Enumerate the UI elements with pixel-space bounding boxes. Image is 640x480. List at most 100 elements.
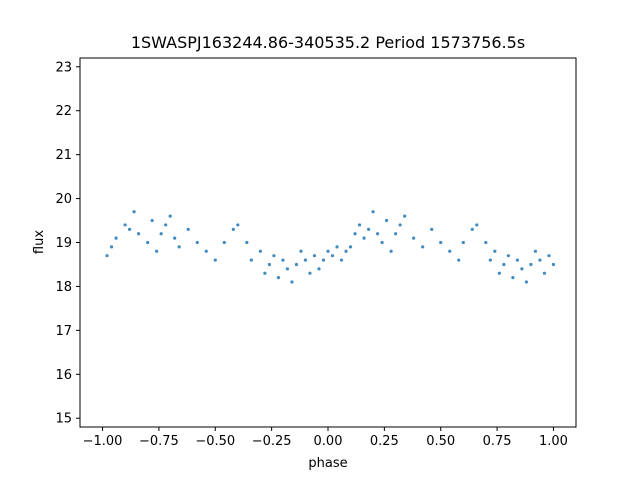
data-point [245, 240, 249, 245]
data-point [177, 245, 181, 249]
data-point [281, 258, 285, 262]
y-tick-label: 18 [55, 280, 72, 295]
data-point [276, 276, 280, 280]
data-point [380, 240, 384, 245]
data-point [105, 254, 109, 258]
data-point [547, 254, 551, 258]
data-point [475, 223, 479, 227]
data-point [439, 240, 443, 245]
data-point [312, 254, 317, 258]
data-point [326, 249, 330, 253]
data-point [249, 258, 253, 262]
data-point [533, 249, 538, 253]
data-point [321, 258, 326, 262]
data-point [488, 258, 492, 262]
data-point [159, 232, 163, 236]
x-tick-label: 0.50 [426, 434, 455, 449]
y-axis-label: flux [32, 230, 47, 254]
data-point [457, 258, 461, 262]
x-tick-label: 0.00 [314, 434, 343, 449]
y-tick-label: 22 [55, 104, 72, 119]
data-point [109, 245, 114, 249]
data-point [493, 249, 497, 253]
x-tick-label: 0.75 [483, 434, 512, 449]
data-point [551, 262, 556, 267]
data-point [164, 223, 168, 227]
x-axis-label: phase [308, 456, 347, 471]
y-tick-label: 17 [55, 324, 72, 339]
data-point [330, 254, 335, 258]
data-point [236, 223, 240, 227]
data-point [461, 240, 465, 245]
data-point [128, 227, 132, 231]
data-point [231, 227, 235, 231]
data-point [470, 227, 474, 231]
data-point [412, 236, 416, 240]
data-point [173, 236, 177, 240]
data-point [222, 240, 226, 245]
data-point [294, 262, 299, 267]
data-point [258, 249, 262, 253]
data-point [520, 267, 524, 271]
y-axis: 15 16 17 18 19 20 21 22 23 [55, 60, 80, 427]
points-layer [105, 210, 556, 284]
x-tick-label: −0.25 [252, 434, 292, 449]
x-tick-label: 0.25 [370, 434, 399, 449]
data-point [389, 249, 393, 253]
data-point [137, 232, 141, 236]
data-point [272, 254, 276, 258]
x-tick-label: 1.00 [539, 434, 568, 449]
chart-title: 1SWASPJ163244.86-340535.2 Period 1573756… [131, 33, 525, 52]
data-point [132, 210, 136, 214]
data-point [502, 262, 506, 267]
data-point [484, 240, 488, 245]
data-point [114, 236, 118, 240]
data-point [511, 276, 515, 280]
data-point [497, 271, 501, 275]
data-point [398, 223, 402, 227]
data-point [204, 249, 208, 253]
y-tick-label: 15 [55, 412, 72, 427]
data-point [146, 240, 150, 245]
data-point [339, 258, 344, 262]
x-tick-label: −1.00 [83, 434, 123, 449]
data-point [394, 232, 398, 236]
data-point [308, 271, 312, 275]
data-point [290, 280, 294, 284]
data-point [366, 227, 371, 231]
data-point [123, 223, 127, 227]
data-point [168, 214, 172, 218]
data-point [195, 240, 199, 245]
data-point [538, 258, 542, 262]
data-point [303, 258, 308, 262]
data-point [529, 262, 533, 267]
data-point [299, 249, 303, 253]
data-point [335, 245, 339, 249]
data-point [524, 280, 529, 284]
data-point [542, 271, 547, 275]
data-point [150, 218, 154, 223]
data-point [430, 227, 434, 231]
data-point [317, 267, 321, 271]
data-point [385, 218, 389, 223]
y-tick-label: 19 [55, 236, 72, 251]
data-point [515, 258, 519, 262]
data-point [155, 249, 159, 253]
data-point [344, 249, 348, 253]
x-tick-label: −0.75 [139, 434, 179, 449]
y-tick-label: 23 [55, 60, 72, 75]
data-point [186, 227, 190, 231]
data-point [362, 236, 366, 240]
y-tick-label: 20 [55, 192, 72, 207]
data-point [403, 214, 407, 218]
data-point [285, 267, 290, 271]
data-point [348, 245, 353, 249]
x-tick-label: −0.50 [195, 434, 235, 449]
x-axis: −1.00 −0.75 −0.50 −0.25 0.00 0.25 0.50 0.75 1.00 [83, 427, 568, 449]
data-point [263, 271, 267, 275]
data-point [376, 232, 380, 236]
data-point [357, 223, 362, 227]
data-point [448, 249, 452, 253]
data-point [506, 254, 510, 258]
